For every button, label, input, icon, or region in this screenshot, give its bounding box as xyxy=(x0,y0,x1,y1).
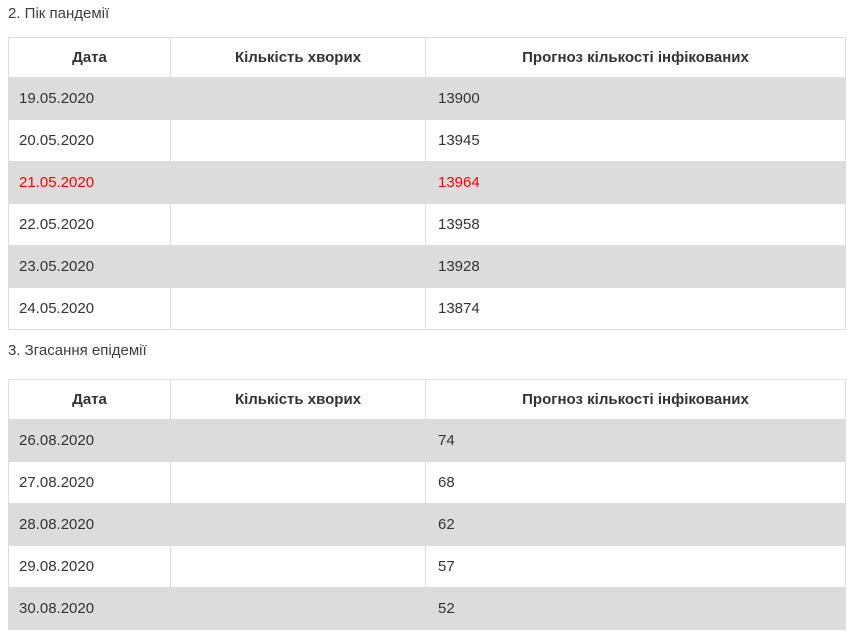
cell-forecast: 13945 xyxy=(425,119,846,162)
cell-sick xyxy=(170,587,426,630)
cell-forecast: 52 xyxy=(425,587,846,630)
cell-date: 21.05.2020 xyxy=(8,161,171,204)
table-row: 29.08.2020 57 xyxy=(8,545,846,588)
column-header-infected-forecast: Прогноз кількості інфікованих xyxy=(425,379,846,420)
table-row: 28.08.2020 62 xyxy=(8,503,846,546)
cell-forecast: 13958 xyxy=(425,203,846,246)
cell-forecast: 13964 xyxy=(425,161,846,204)
table-header-row: Дата Кількість хворих Прогноз кількості … xyxy=(8,379,846,420)
table-row: 19.05.2020 13900 xyxy=(8,77,846,120)
cell-sick xyxy=(170,419,426,462)
cell-sick xyxy=(170,119,426,162)
cell-forecast: 62 xyxy=(425,503,846,546)
table-row: 21.05.2020 13964 xyxy=(8,161,846,204)
cell-date: 24.05.2020 xyxy=(8,287,171,330)
cell-sick xyxy=(170,503,426,546)
table-row: 26.08.2020 74 xyxy=(8,419,846,462)
cell-forecast: 57 xyxy=(425,545,846,588)
cell-date: 29.08.2020 xyxy=(8,545,171,588)
table-row: 20.05.2020 13945 xyxy=(8,119,846,162)
cell-date: 28.08.2020 xyxy=(8,503,171,546)
table-row: 24.05.2020 13874 xyxy=(8,287,846,330)
table-row: 22.05.2020 13958 xyxy=(8,203,846,246)
table-header: Дата Кількість хворих Прогноз кількості … xyxy=(8,379,846,420)
table-row: 30.08.2020 52 xyxy=(8,587,846,630)
section-title-epidemic-fading: 3. Згасання епідемії xyxy=(8,342,147,359)
pandemic-peak-table: Дата Кількість хворих Прогноз кількості … xyxy=(8,37,846,330)
section-title-pandemic-peak: 2. Пік пандемії xyxy=(8,5,110,22)
cell-forecast: 74 xyxy=(425,419,846,462)
cell-sick xyxy=(170,461,426,504)
cell-date: 19.05.2020 xyxy=(8,77,171,120)
cell-date: 20.05.2020 xyxy=(8,119,171,162)
cell-date: 30.08.2020 xyxy=(8,587,171,630)
cell-forecast: 13900 xyxy=(425,77,846,120)
column-header-infected-forecast: Прогноз кількості інфікованих xyxy=(425,37,846,78)
cell-forecast: 13874 xyxy=(425,287,846,330)
epidemic-fading-table: Дата Кількість хворих Прогноз кількості … xyxy=(8,379,846,630)
cell-date: 27.08.2020 xyxy=(8,461,171,504)
section-pandemic-peak: 2. Пік пандемії Дата Кількість хворих Пр… xyxy=(8,5,846,330)
column-header-date: Дата xyxy=(8,379,171,420)
cell-date: 23.05.2020 xyxy=(8,245,171,288)
cell-sick xyxy=(170,245,426,288)
table-body-0: 19.05.2020 13900 20.05.2020 13945 21.05.2020… xyxy=(8,77,846,330)
cell-date: 22.05.2020 xyxy=(8,203,171,246)
table-header-row: Дата Кількість хворих Прогноз кількості … xyxy=(8,37,846,78)
cell-sick xyxy=(170,287,426,330)
cell-forecast: 68 xyxy=(425,461,846,504)
cell-sick xyxy=(170,77,426,120)
column-header-date: Дата xyxy=(8,37,171,78)
cell-forecast: 13928 xyxy=(425,245,846,288)
cell-sick xyxy=(170,161,426,204)
column-header-sick-count: Кількість хворих xyxy=(170,37,426,78)
table-row: 23.05.2020 13928 xyxy=(8,245,846,288)
cell-sick xyxy=(170,545,426,588)
cell-date: 26.08.2020 xyxy=(8,419,171,462)
table-body-1: 26.08.2020 74 27.08.2020 68 28.08.2020 62 29.0… xyxy=(8,419,846,630)
column-header-sick-count: Кількість хворих xyxy=(170,379,426,420)
section-epidemic-fading: 3. Згасання епідемії Дата Кількість хвор… xyxy=(8,342,846,630)
table-header: Дата Кількість хворих Прогноз кількості … xyxy=(8,37,846,78)
table-row: 27.08.2020 68 xyxy=(8,461,846,504)
cell-sick xyxy=(170,203,426,246)
